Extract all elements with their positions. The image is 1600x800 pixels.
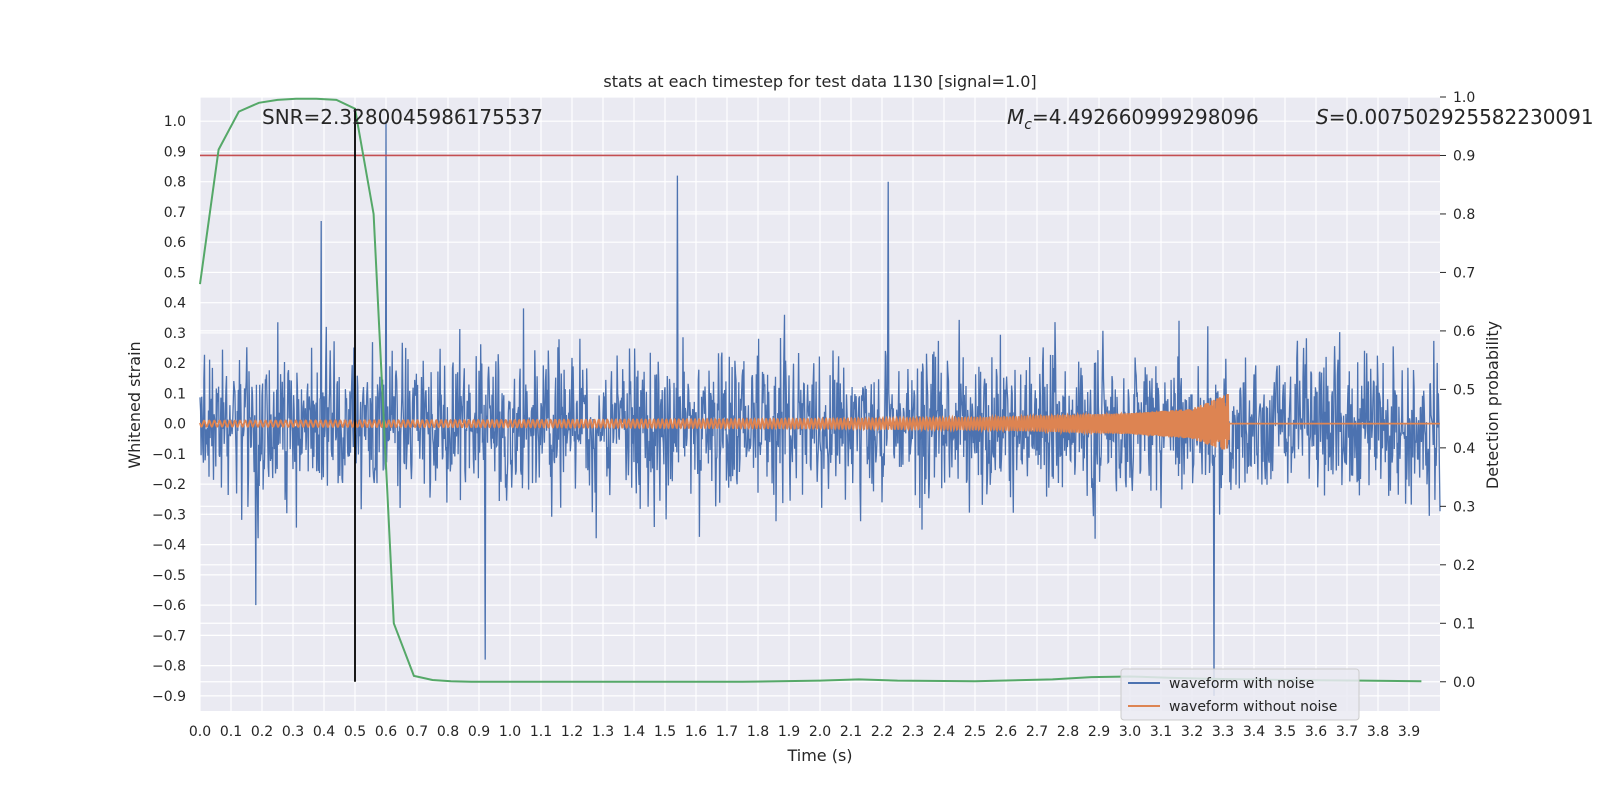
x-tick-label: 3.7	[1336, 724, 1358, 740]
x-tick-label: 3.1	[1150, 724, 1172, 740]
y-left-tick-label: −0.8	[152, 659, 186, 675]
y-right-tick-label: 0.3	[1453, 499, 1475, 515]
chart-title: stats at each timestep for test data 113…	[603, 72, 1036, 91]
series-waveform-without-noise	[199, 393, 1440, 450]
y-right-tick-label: 0.4	[1453, 441, 1475, 457]
x-tick-label: 3.4	[1243, 724, 1265, 740]
x-tick-label: 2.7	[1026, 724, 1048, 740]
clean-waveform-line	[199, 393, 1440, 450]
y-left-tick-label: −0.9	[152, 689, 186, 705]
x-tick-label: 2.2	[871, 724, 893, 740]
x-tick-label: 3.2	[1181, 724, 1203, 740]
y-right-axis-label: Detection probability	[1483, 321, 1502, 489]
y-right-tick-label: 0.5	[1453, 382, 1475, 398]
x-tick-label: 1.4	[623, 724, 645, 740]
x-tick-label: 1.9	[778, 724, 800, 740]
y-left-axis-ticks: 1.0 0.9 0.8 0.7 0.6 0.5 0.4 0.3 0.2 0.1 0.0 −0.1 −0.…	[152, 114, 186, 705]
y-left-tick-label: −0.5	[152, 568, 186, 584]
legend-box	[1120, 668, 1360, 721]
x-tick-label: 3.9	[1398, 724, 1420, 740]
x-tick-label: 1.7	[716, 724, 738, 740]
y-right-tick-label: 0.8	[1453, 207, 1475, 223]
x-tick-label: 0.7	[406, 724, 428, 740]
x-tick-label: 0.6	[375, 724, 397, 740]
y-right-tick-label: 1.0	[1453, 90, 1475, 106]
x-tick-label: 2.1	[840, 724, 862, 740]
spin-annotation: S=0.007502925582230091	[1316, 105, 1594, 129]
y-left-tick-label: 0.5	[164, 265, 186, 281]
x-tick-label: 0.4	[313, 724, 335, 740]
y-left-tick-label: 0.4	[164, 296, 186, 312]
legend-label-clean: waveform without noise	[1169, 699, 1337, 715]
x-tick-label: 0.0	[189, 724, 211, 740]
x-tick-label: 1.8	[747, 724, 769, 740]
x-tick-label: 3.8	[1367, 724, 1389, 740]
y-right-tick-label: 0.2	[1453, 558, 1475, 574]
y-left-tick-label: 0.2	[164, 356, 186, 372]
y-left-tick-label: 0.3	[164, 326, 186, 342]
y-left-tick-label: 0.8	[164, 175, 186, 191]
x-tick-label: 3.5	[1274, 724, 1296, 740]
x-tick-label: 0.2	[251, 724, 273, 740]
x-tick-label: 2.9	[1088, 724, 1110, 740]
x-tick-label: 2.5	[964, 724, 986, 740]
x-tick-label: 2.0	[809, 724, 831, 740]
y-right-tick-label: 0.0	[1453, 675, 1475, 691]
x-tick-label: 1.2	[561, 724, 583, 740]
x-tick-label: 0.3	[282, 724, 304, 740]
x-tick-label: 0.1	[220, 724, 242, 740]
x-tick-label: 3.0	[1119, 724, 1141, 740]
y-left-tick-label: −0.2	[152, 477, 186, 493]
x-tick-label: 0.5	[344, 724, 366, 740]
x-tick-label: 0.8	[437, 724, 459, 740]
x-tick-label: 2.8	[1057, 724, 1079, 740]
y-left-tick-label: 0.1	[164, 386, 186, 402]
snr-annotation: SNR=2.3280045986175537	[262, 105, 543, 129]
y-right-tick-label: 0.1	[1453, 616, 1475, 632]
y-left-tick-label: −0.6	[152, 598, 186, 614]
y-right-tick-label: 0.7	[1453, 265, 1475, 281]
series-waveform-with-noise	[199, 121, 1441, 696]
legend-label-noise: waveform with noise	[1169, 676, 1314, 692]
y-right-tick-label: 0.9	[1453, 148, 1475, 164]
y-left-tick-label: 0.7	[164, 205, 186, 221]
y-left-tick-label: 1.0	[164, 114, 186, 130]
x-tick-label: 2.3	[902, 724, 924, 740]
y-left-tick-label: 0.6	[164, 235, 186, 251]
x-tick-label: 2.6	[995, 724, 1017, 740]
x-tick-label: 1.0	[499, 724, 521, 740]
x-axis-label: Time (s)	[786, 746, 852, 765]
x-tick-label: 0.9	[468, 724, 490, 740]
y-right-axis-ticks: 1.0 0.9 0.8 0.7 0.6 0.5 0.4 0.3 0.2 0.1 0.0	[1440, 90, 1475, 691]
x-tick-label: 1.1	[530, 724, 552, 740]
x-tick-label: 1.6	[685, 724, 707, 740]
y-left-tick-label: 0.0	[164, 417, 186, 433]
x-tick-label: 1.3	[592, 724, 614, 740]
x-tick-label: 3.6	[1305, 724, 1327, 740]
y-left-tick-label: −0.7	[152, 628, 186, 644]
y-left-tick-label: −0.4	[152, 538, 186, 554]
y-left-axis-label: Whitened strain	[125, 341, 144, 468]
legend: waveform with noise waveform without noi…	[1120, 668, 1360, 721]
x-tick-label: 3.3	[1212, 724, 1234, 740]
noise-waveform-line	[199, 121, 1441, 696]
y-left-tick-label: −0.1	[152, 447, 186, 463]
x-axis-ticks: 0.0 0.1 0.2 0.3 0.4 0.5 0.6 0.7 0.8 0.9 1.0 1.1 1.2 1…	[189, 724, 1420, 740]
y-left-tick-label: 0.9	[164, 144, 186, 160]
y-right-tick-label: 0.6	[1453, 324, 1475, 340]
chirp-mass-annotation: Mc=4.492660999298096	[1007, 105, 1259, 133]
y-left-tick-label: −0.3	[152, 507, 186, 523]
x-tick-label: 2.4	[933, 724, 955, 740]
x-tick-label: 1.5	[654, 724, 676, 740]
